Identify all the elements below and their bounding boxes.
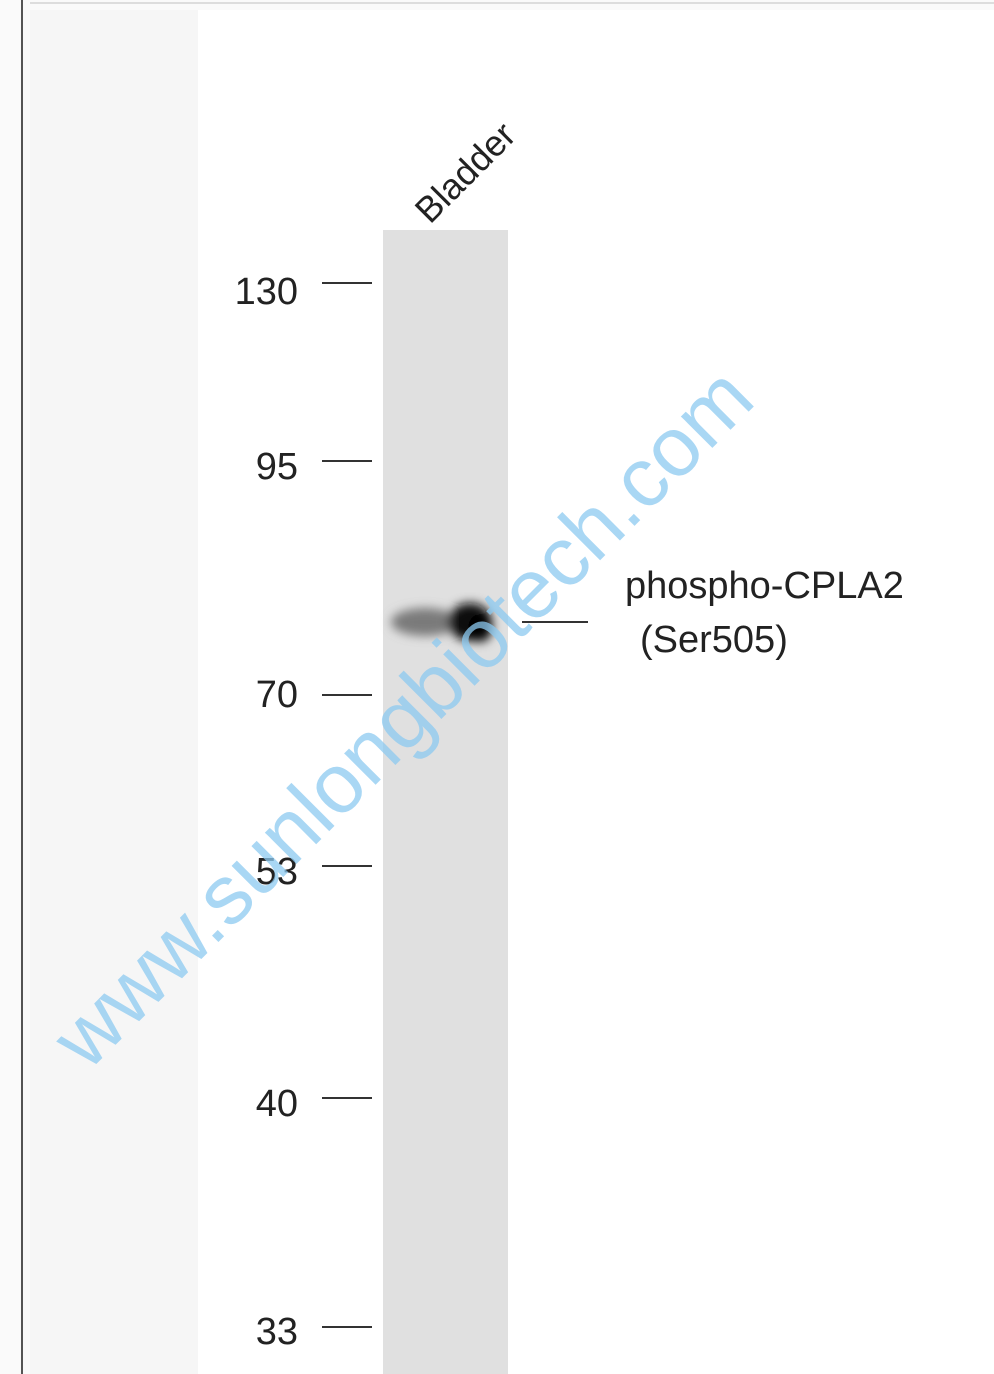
band-label: (Ser505) bbox=[640, 619, 788, 661]
lane bbox=[383, 230, 508, 1374]
marker-label: 130 bbox=[235, 271, 298, 313]
page: Bladder 130 95 70 53 40 33 phospho-CPLA2… bbox=[0, 0, 994, 1374]
figure: Bladder 130 95 70 53 40 33 phospho-CPLA2… bbox=[0, 0, 994, 1374]
band-label: phospho-CPLA2 bbox=[625, 565, 904, 607]
marker-label: 95 bbox=[256, 446, 298, 488]
marker-label: 70 bbox=[256, 674, 298, 716]
marker-label: 33 bbox=[256, 1311, 298, 1353]
marker-label: 40 bbox=[256, 1083, 298, 1125]
blot-area bbox=[198, 10, 994, 1374]
